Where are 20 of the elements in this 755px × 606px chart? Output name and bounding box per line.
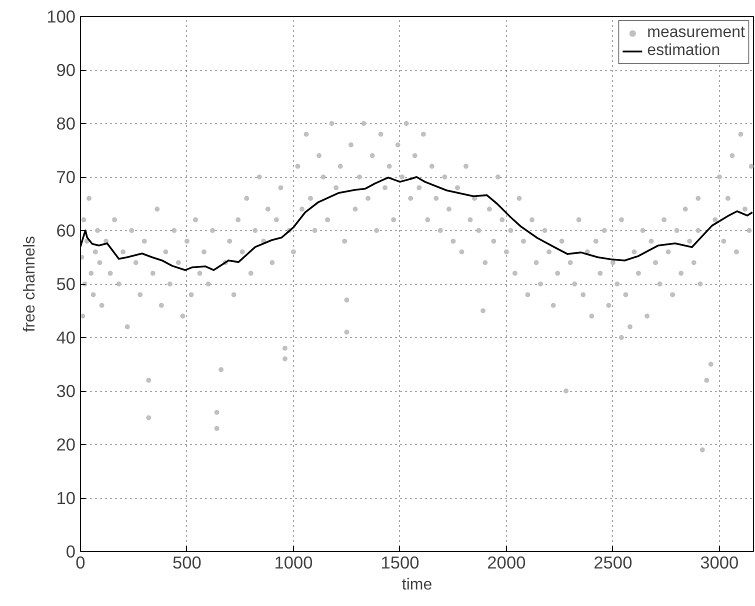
x-tick-label: 500 [172,552,202,572]
y-tick-label: 70 [56,167,76,187]
y-axis-title: free channels [22,236,39,332]
y-tick-label: 60 [56,220,76,240]
y-tick-label: 10 [56,488,76,508]
y-tick-label: 90 [56,60,76,80]
y-tick-label: 30 [56,381,76,401]
x-tick-label: 3000 [700,552,739,572]
x-tick-label: 1000 [274,552,313,572]
y-tick-label: 20 [56,434,76,454]
x-tick-label: 2000 [487,552,526,572]
x-tick-label: 2500 [594,552,632,572]
y-tick-label: 40 [56,328,76,348]
x-tick-label: 1500 [380,552,420,572]
y-tick-label: 80 [56,114,76,134]
y-tick-label: 50 [56,274,76,294]
legend-label: estimation [647,42,720,60]
x-axis-title: time [402,576,432,594]
legend-label: measurement [647,24,745,42]
y-tick-label: 100 [46,6,76,26]
